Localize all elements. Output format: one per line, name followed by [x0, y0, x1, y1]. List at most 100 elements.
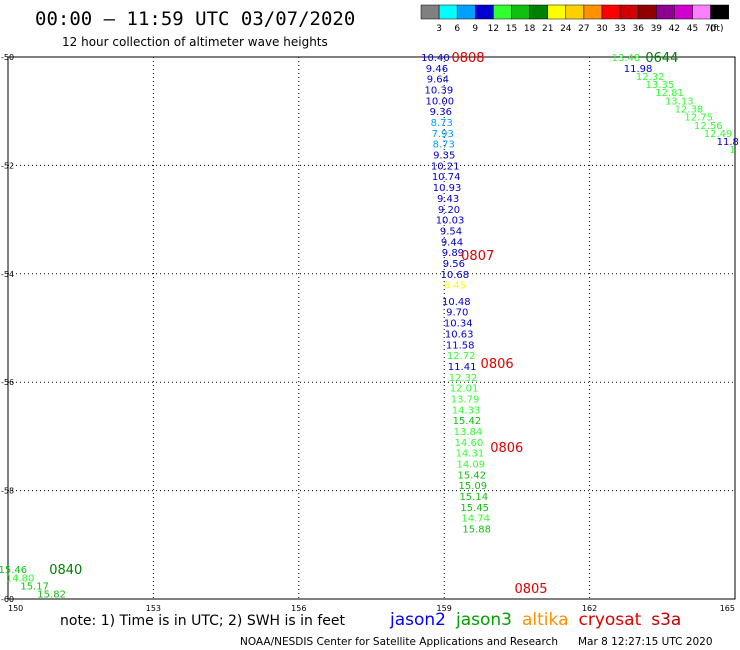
- chart-subtitle: 12 hour collection of altimeter wave hei…: [62, 35, 328, 49]
- legend-label: 27: [578, 24, 589, 34]
- wave-height-point: 13.79: [451, 394, 480, 405]
- legend-label: 39: [651, 24, 663, 34]
- legend-swatch: [547, 4, 567, 20]
- pass-time-label: 0840: [49, 563, 82, 578]
- wave-height-point: 10.00: [426, 96, 455, 107]
- wave-height-point: 9.64: [427, 75, 449, 86]
- wave-height-point: 9.43: [437, 194, 459, 205]
- y-tick-label: -52: [1, 161, 14, 170]
- legend-swatch: [656, 4, 675, 20]
- y-tick-label: -56: [1, 378, 14, 387]
- legend-swatch: [583, 4, 603, 20]
- legend-label: 42: [669, 24, 680, 34]
- wave-height-point: 14.33: [452, 405, 481, 416]
- wave-height-point: 10.74: [432, 172, 461, 183]
- legend-swatch: [456, 4, 476, 20]
- legend-swatch: [493, 4, 512, 20]
- wave-height-values: 10.409.469.6410.3910.009.368.737.938.739…: [0, 53, 739, 601]
- legend-unit: (ft): [710, 24, 724, 34]
- wave-height-point: 11.8: [717, 137, 739, 148]
- satellite-legend: jason2 jason3 altika cryosat s3a: [389, 610, 681, 630]
- y-tick-label: -54: [1, 270, 14, 279]
- wave-height-point: 15.42: [453, 416, 482, 427]
- legend-swatch: [619, 4, 639, 20]
- wave-height-point: 11.98: [624, 64, 653, 75]
- pass-time-labels: 0808 0807 0806 0806 0805 0644 0840: [49, 51, 678, 597]
- x-tick-label: 162: [582, 604, 597, 613]
- wave-height-point: 15.17: [20, 581, 49, 592]
- wave-height-point: 14.80: [6, 573, 35, 584]
- wave-height-point: 9.89: [442, 248, 464, 259]
- wave-height-point: 10.48: [442, 297, 471, 308]
- legend-swatch: [438, 4, 458, 20]
- pass-time-label: 0807: [461, 249, 494, 264]
- wave-height-point: 11.58: [446, 340, 475, 351]
- pass-time-label: 0806: [490, 441, 523, 456]
- wave-height-point: 12.38: [675, 104, 704, 115]
- legend-label: 12: [488, 24, 499, 34]
- wave-height-point: 9.20: [438, 205, 460, 216]
- wave-height-point: 8.73: [433, 140, 455, 151]
- satellite-name: cryosat: [579, 610, 642, 630]
- footer-note: note: 1) Time is in UTC; 2) SWH is in fe…: [60, 613, 346, 629]
- legend-swatch: [637, 4, 657, 20]
- satellite-name: jason2: [389, 610, 446, 630]
- legend-label: 45: [687, 24, 698, 34]
- footer-timestamp: Mar 8 12:27:15 UTC 2020: [578, 636, 713, 648]
- legend-swatch: [674, 4, 693, 20]
- wave-height-point: 9.56: [443, 259, 465, 270]
- x-tick-label: 153: [146, 604, 161, 613]
- wave-height-point: 15.42: [458, 470, 487, 481]
- wave-height-point: 11.41: [448, 362, 477, 373]
- y-tick-label: -50: [1, 53, 14, 62]
- satellite-name: jason3: [455, 610, 512, 630]
- legend-swatch: [565, 4, 585, 20]
- wave-height-point: 7.93: [432, 129, 454, 140]
- pass-time-label: 0644: [645, 51, 678, 66]
- wave-height-point: 15.82: [37, 590, 66, 601]
- wave-height-point: 15.45: [460, 503, 489, 514]
- legend-swatch: [420, 4, 440, 20]
- wave-height-point: 10.93: [433, 183, 462, 194]
- wave-height-point: 13.35: [646, 80, 675, 91]
- x-tick-label: 156: [291, 604, 306, 613]
- wave-height-point: 14.60: [455, 438, 484, 449]
- wave-height-point: 9.54: [440, 226, 462, 237]
- wave-height-point: 10.21: [431, 161, 460, 172]
- wave-height-point: 14.31: [456, 449, 485, 460]
- legend-label: 33: [614, 24, 625, 34]
- wave-height-point: 12.72: [447, 351, 476, 362]
- wave-height-point: 12.81: [655, 88, 684, 99]
- wave-height-point: 15.09: [458, 481, 487, 492]
- wave-height-point: 14.09: [457, 460, 486, 471]
- wave-height-point: 15.46: [0, 565, 27, 576]
- legend-label: 70: [705, 24, 717, 34]
- wave-height-point: 12.49: [704, 129, 733, 140]
- pass-time-label: 0805: [514, 582, 547, 597]
- wave-height-point: 10.39: [425, 86, 454, 97]
- wave-height-point: 10.40: [421, 53, 450, 64]
- wave-height-point: 9.35: [433, 151, 455, 162]
- wave-height-point: 10.63: [445, 329, 474, 340]
- wave-height-point: 12.56: [694, 121, 723, 132]
- legend-swatch: [601, 4, 621, 20]
- x-axis-ticks: 150 153 156 159 162 165: [8, 604, 735, 613]
- wave-height-point: 10.03: [436, 216, 465, 227]
- legend-swatch: [710, 4, 729, 20]
- legend-label: 21: [542, 24, 553, 34]
- footer-credit: NOAA/NESDIS Center for Satellite Applica…: [240, 636, 558, 648]
- y-axis-ticks: -50 -52 -54 -56 -58 -60: [1, 53, 14, 604]
- wave-height-point: 13.13: [665, 96, 694, 107]
- wave-height-point: 9.70: [446, 308, 468, 319]
- legend-swatch: [475, 4, 494, 20]
- pass-time-label: 0806: [481, 357, 514, 372]
- x-tick-label: 159: [437, 604, 452, 613]
- wave-height-point: 12.75: [684, 113, 713, 124]
- plot-area: [7, 56, 736, 600]
- legend-swatch: [511, 4, 530, 20]
- legend-label: 3: [436, 24, 442, 34]
- wave-height-point: 12.32: [449, 373, 478, 384]
- wave-height-point: 10.34: [444, 319, 473, 330]
- legend-label: 24: [560, 24, 572, 34]
